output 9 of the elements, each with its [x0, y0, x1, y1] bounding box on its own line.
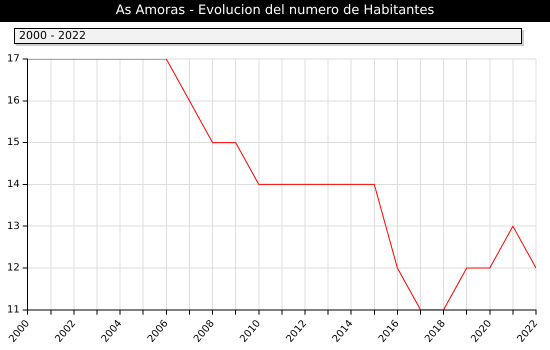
y-tick-label: 14 [6, 178, 20, 190]
chart-title: As Amoras - Evolucion del numero de Habitantes [0, 0, 550, 22]
y-tick-label: 12 [6, 262, 20, 274]
y-tick-label: 15 [6, 137, 20, 148]
y-tick-label: 13 [6, 220, 20, 232]
y-tick-label: 17 [6, 54, 20, 65]
chart-subtitle: 2000 - 2022 [14, 28, 522, 44]
y-tick-label: 16 [6, 95, 20, 106]
y-tick-label: 11 [6, 304, 20, 316]
